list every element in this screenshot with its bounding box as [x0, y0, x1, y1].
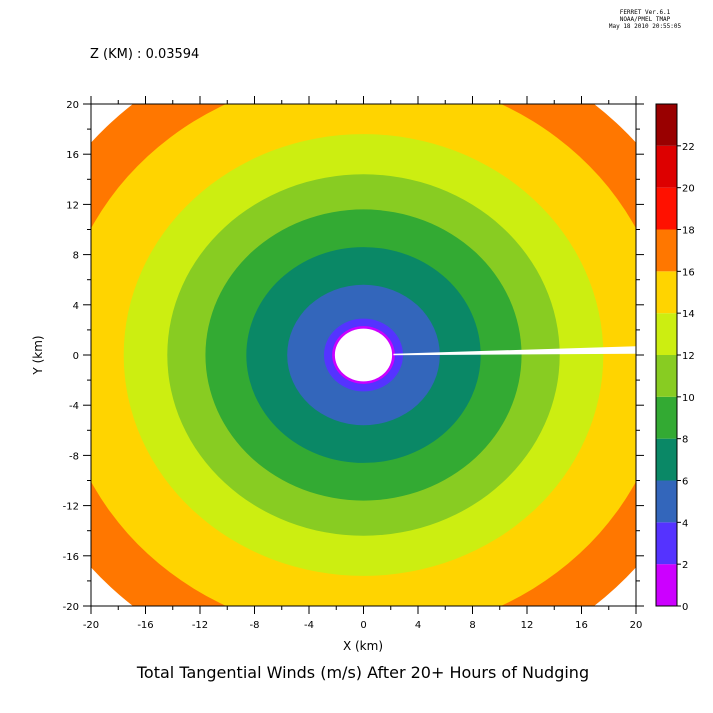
colorbar-label: 14	[682, 309, 695, 320]
colorbar-label: 10	[682, 393, 695, 404]
ferret-timestamp: May 18 2010 20:55:05	[608, 23, 682, 30]
colorbar-label: 0	[682, 602, 688, 613]
y-tick-label: 0	[73, 351, 79, 362]
ferret-version: FERRET Ver.6.1	[619, 9, 671, 16]
ferret-org: NOAA/PMEL TMAP	[619, 16, 671, 23]
y-tick-label: -4	[69, 401, 79, 412]
z-level-label: Z (KM) : 0.03594	[90, 47, 200, 62]
y-tick-label: -16	[63, 552, 79, 563]
x-tick-label: -20	[83, 620, 99, 631]
y-tick-label: -12	[63, 502, 79, 513]
x-tick-label: 0	[360, 620, 366, 631]
colorbar-swatch	[656, 271, 677, 314]
colorbar-swatch	[656, 104, 677, 146]
colorbar-swatch	[656, 396, 677, 439]
y-tick-label: 8	[73, 251, 79, 262]
colorbar-swatch	[656, 480, 677, 523]
colorbar-label: 20	[682, 184, 695, 195]
colorbar-swatch	[656, 522, 677, 565]
branch-cut-artifact	[393, 346, 636, 356]
colorbar-label: 22	[682, 142, 695, 153]
chart-title: Total Tangential Winds (m/s) After 20+ H…	[136, 663, 589, 682]
colorbar-label: 6	[682, 477, 688, 488]
colorbar-label: 8	[682, 435, 688, 446]
x-tick-label: -4	[304, 620, 314, 631]
y-tick-label: -20	[63, 602, 79, 613]
x-tick-label: 4	[415, 620, 421, 631]
y-tick-label: 4	[73, 301, 79, 312]
colorbar-swatch	[656, 145, 677, 188]
x-tick-label: -12	[192, 620, 208, 631]
y-tick-label: -8	[69, 451, 79, 462]
y-tick-label: 16	[66, 150, 79, 161]
y-tick-label: 20	[66, 100, 79, 111]
colorbar-swatch	[656, 438, 677, 481]
vortex-core	[334, 328, 393, 382]
x-tick-label: -16	[137, 620, 153, 631]
x-tick-label: 20	[630, 620, 643, 631]
colorbar-label: 16	[682, 267, 695, 278]
colorbar-swatch	[656, 355, 677, 397]
colorbar-swatch	[656, 564, 677, 606]
y-tick-label: 12	[66, 200, 79, 211]
colorbar-swatch	[656, 229, 677, 272]
y-axis-label: Y (km)	[31, 335, 45, 375]
colorbar-label: 12	[682, 351, 695, 362]
colorbar-swatch	[656, 187, 677, 230]
x-tick-label: 8	[469, 620, 475, 631]
colorbar-swatch	[656, 313, 677, 355]
x-axis-label: X (km)	[343, 639, 383, 653]
colorbar-label: 4	[682, 518, 688, 529]
colorbar-label: 2	[682, 560, 688, 571]
colorbar-label: 18	[682, 226, 695, 237]
x-tick-label: -8	[250, 620, 260, 631]
x-tick-label: 16	[575, 620, 588, 631]
x-tick-label: 12	[521, 620, 534, 631]
